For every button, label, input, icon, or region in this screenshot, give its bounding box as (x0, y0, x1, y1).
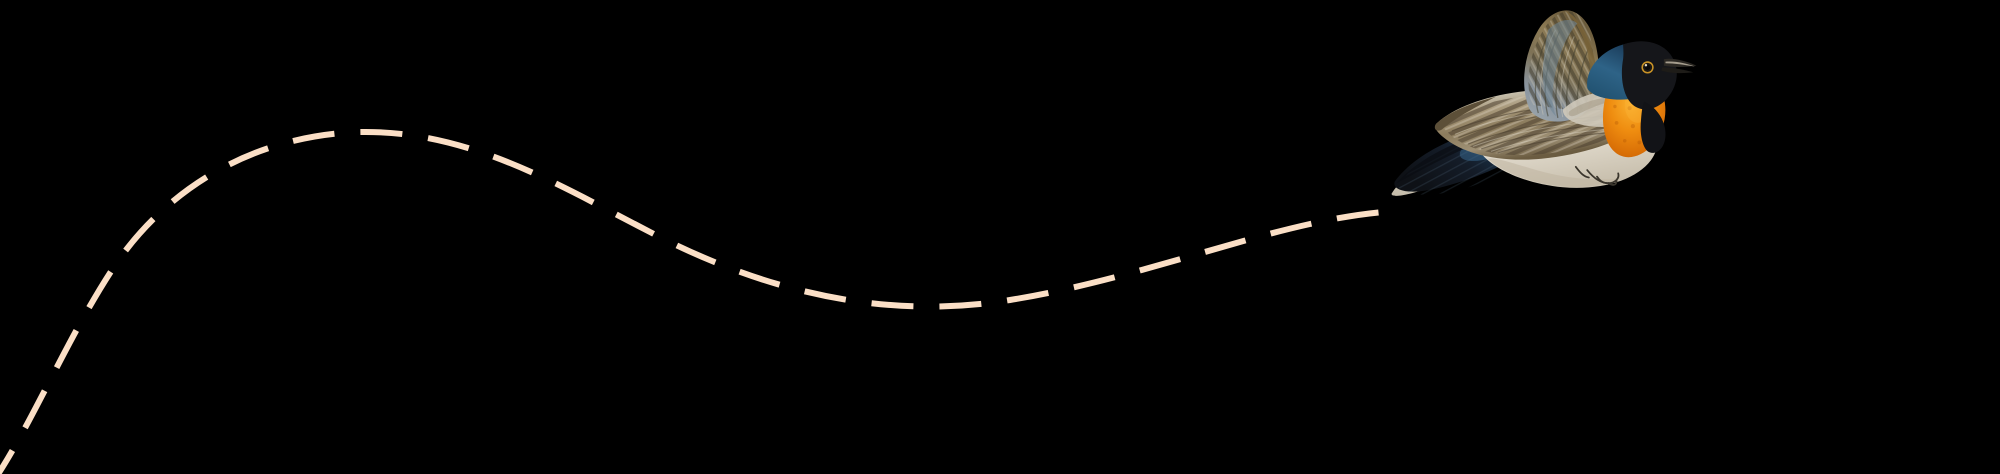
bird-beak (1661, 58, 1697, 74)
flying-bird-illustration (1391, 10, 1697, 196)
upper-wing-blue-band (1542, 19, 1578, 117)
bird-eye (1641, 61, 1654, 74)
bird-head (1587, 41, 1697, 153)
belly-shadow (1487, 158, 1620, 187)
upper-wing-leading-band (1564, 10, 1597, 112)
eye-catchlight (1644, 64, 1648, 67)
beak-highlight (1665, 61, 1695, 67)
head-black-mask (1621, 41, 1677, 110)
wing-shoulder-shadow (1568, 96, 1627, 117)
bird-feet (1574, 165, 1620, 186)
head-mask-lower (1640, 101, 1666, 153)
dashed-flight-path (0, 128, 1399, 474)
bird-upper-wing (1524, 10, 1599, 122)
lower-wing-tip (1434, 96, 1496, 131)
beak-lower (1661, 67, 1694, 74)
